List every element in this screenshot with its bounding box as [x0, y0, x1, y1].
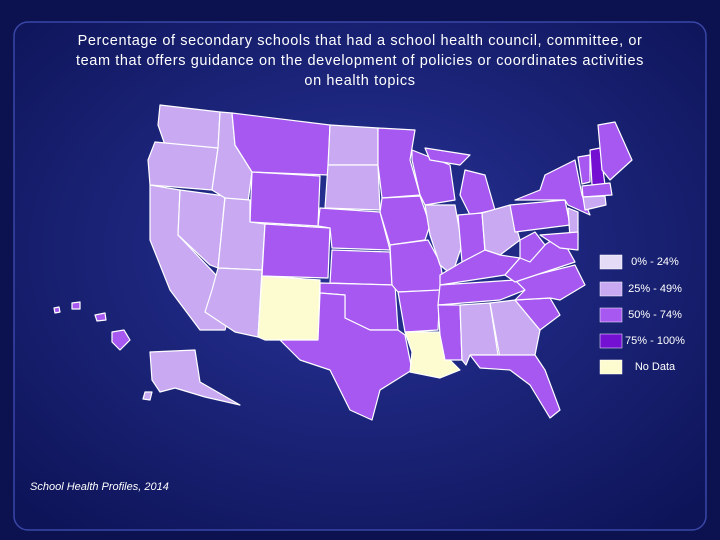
- state: [597, 121, 633, 181]
- state: [327, 124, 379, 166]
- legend-label: No Data: [635, 361, 676, 373]
- state: [279, 292, 413, 421]
- state: [324, 164, 381, 211]
- legend-swatch: [599, 359, 623, 375]
- legend-label: 25% - 49%: [628, 283, 682, 295]
- state: [581, 182, 613, 198]
- state: [424, 147, 471, 166]
- state: [514, 159, 591, 216]
- title-line: team that offers guidance on the develop…: [76, 53, 644, 69]
- legend: 0% - 24% 25% - 49% 50% - 74% 75% - 100% No D…: [599, 254, 685, 375]
- legend-label: 75% - 100%: [625, 335, 685, 347]
- state: [94, 312, 107, 322]
- state: [147, 141, 219, 191]
- state: [469, 354, 561, 419]
- state: [249, 171, 321, 227]
- state: [177, 189, 226, 269]
- state: [539, 231, 579, 251]
- state: [261, 223, 331, 279]
- state: [111, 329, 131, 351]
- state: [439, 249, 521, 286]
- source: School Health Profiles, 2014: [30, 481, 169, 493]
- state: [149, 349, 241, 406]
- state: [53, 306, 61, 314]
- state: [257, 275, 321, 341]
- state: [514, 264, 586, 301]
- state: [397, 289, 441, 333]
- us-map: [53, 104, 633, 421]
- state: [437, 304, 463, 361]
- title-line: on health topics: [304, 73, 415, 89]
- state: [231, 112, 331, 176]
- legend-label: 50% - 74%: [628, 309, 682, 321]
- legend-swatch: [599, 254, 623, 270]
- state: [437, 279, 526, 306]
- title-line: Percentage of secondary schools that had…: [78, 33, 643, 49]
- state: [582, 195, 607, 211]
- state: [379, 195, 431, 246]
- legend-swatch: [599, 307, 623, 323]
- state: [142, 391, 153, 401]
- state: [519, 231, 546, 263]
- state: [577, 154, 591, 185]
- state: [157, 104, 221, 149]
- state: [489, 299, 541, 359]
- legend-swatch: [599, 281, 623, 297]
- legend-swatch: [599, 333, 623, 349]
- legend-label: 0% - 24%: [631, 256, 679, 268]
- state: [71, 301, 81, 310]
- state: [329, 249, 393, 286]
- state: [481, 204, 521, 256]
